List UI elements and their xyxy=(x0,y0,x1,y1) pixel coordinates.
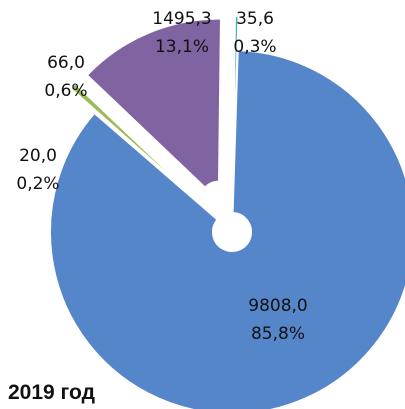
percent-label: 0,6% xyxy=(44,81,87,101)
value-label: 20,0 xyxy=(19,146,57,166)
value-label: 9808,0 xyxy=(248,296,307,316)
percent-label: 0,3% xyxy=(233,37,276,57)
pie-slice xyxy=(85,17,222,189)
value-label: 35,6 xyxy=(236,9,274,29)
pie-slice xyxy=(49,49,405,409)
value-label: 1495,3 xyxy=(152,9,211,29)
percent-label: 0,2% xyxy=(16,174,59,194)
slices xyxy=(49,15,405,409)
percent-label: 85,8% xyxy=(251,324,305,344)
labels: 35,6 0,3% 9808,0 85,8% 20,0 0,2% 66,0 0,6% 1495,… xyxy=(16,9,307,344)
chart-title: 2019 год xyxy=(8,381,95,404)
pie-slice xyxy=(69,82,195,198)
value-label: 66,0 xyxy=(47,53,85,73)
percent-label: 13,1% xyxy=(155,37,209,57)
